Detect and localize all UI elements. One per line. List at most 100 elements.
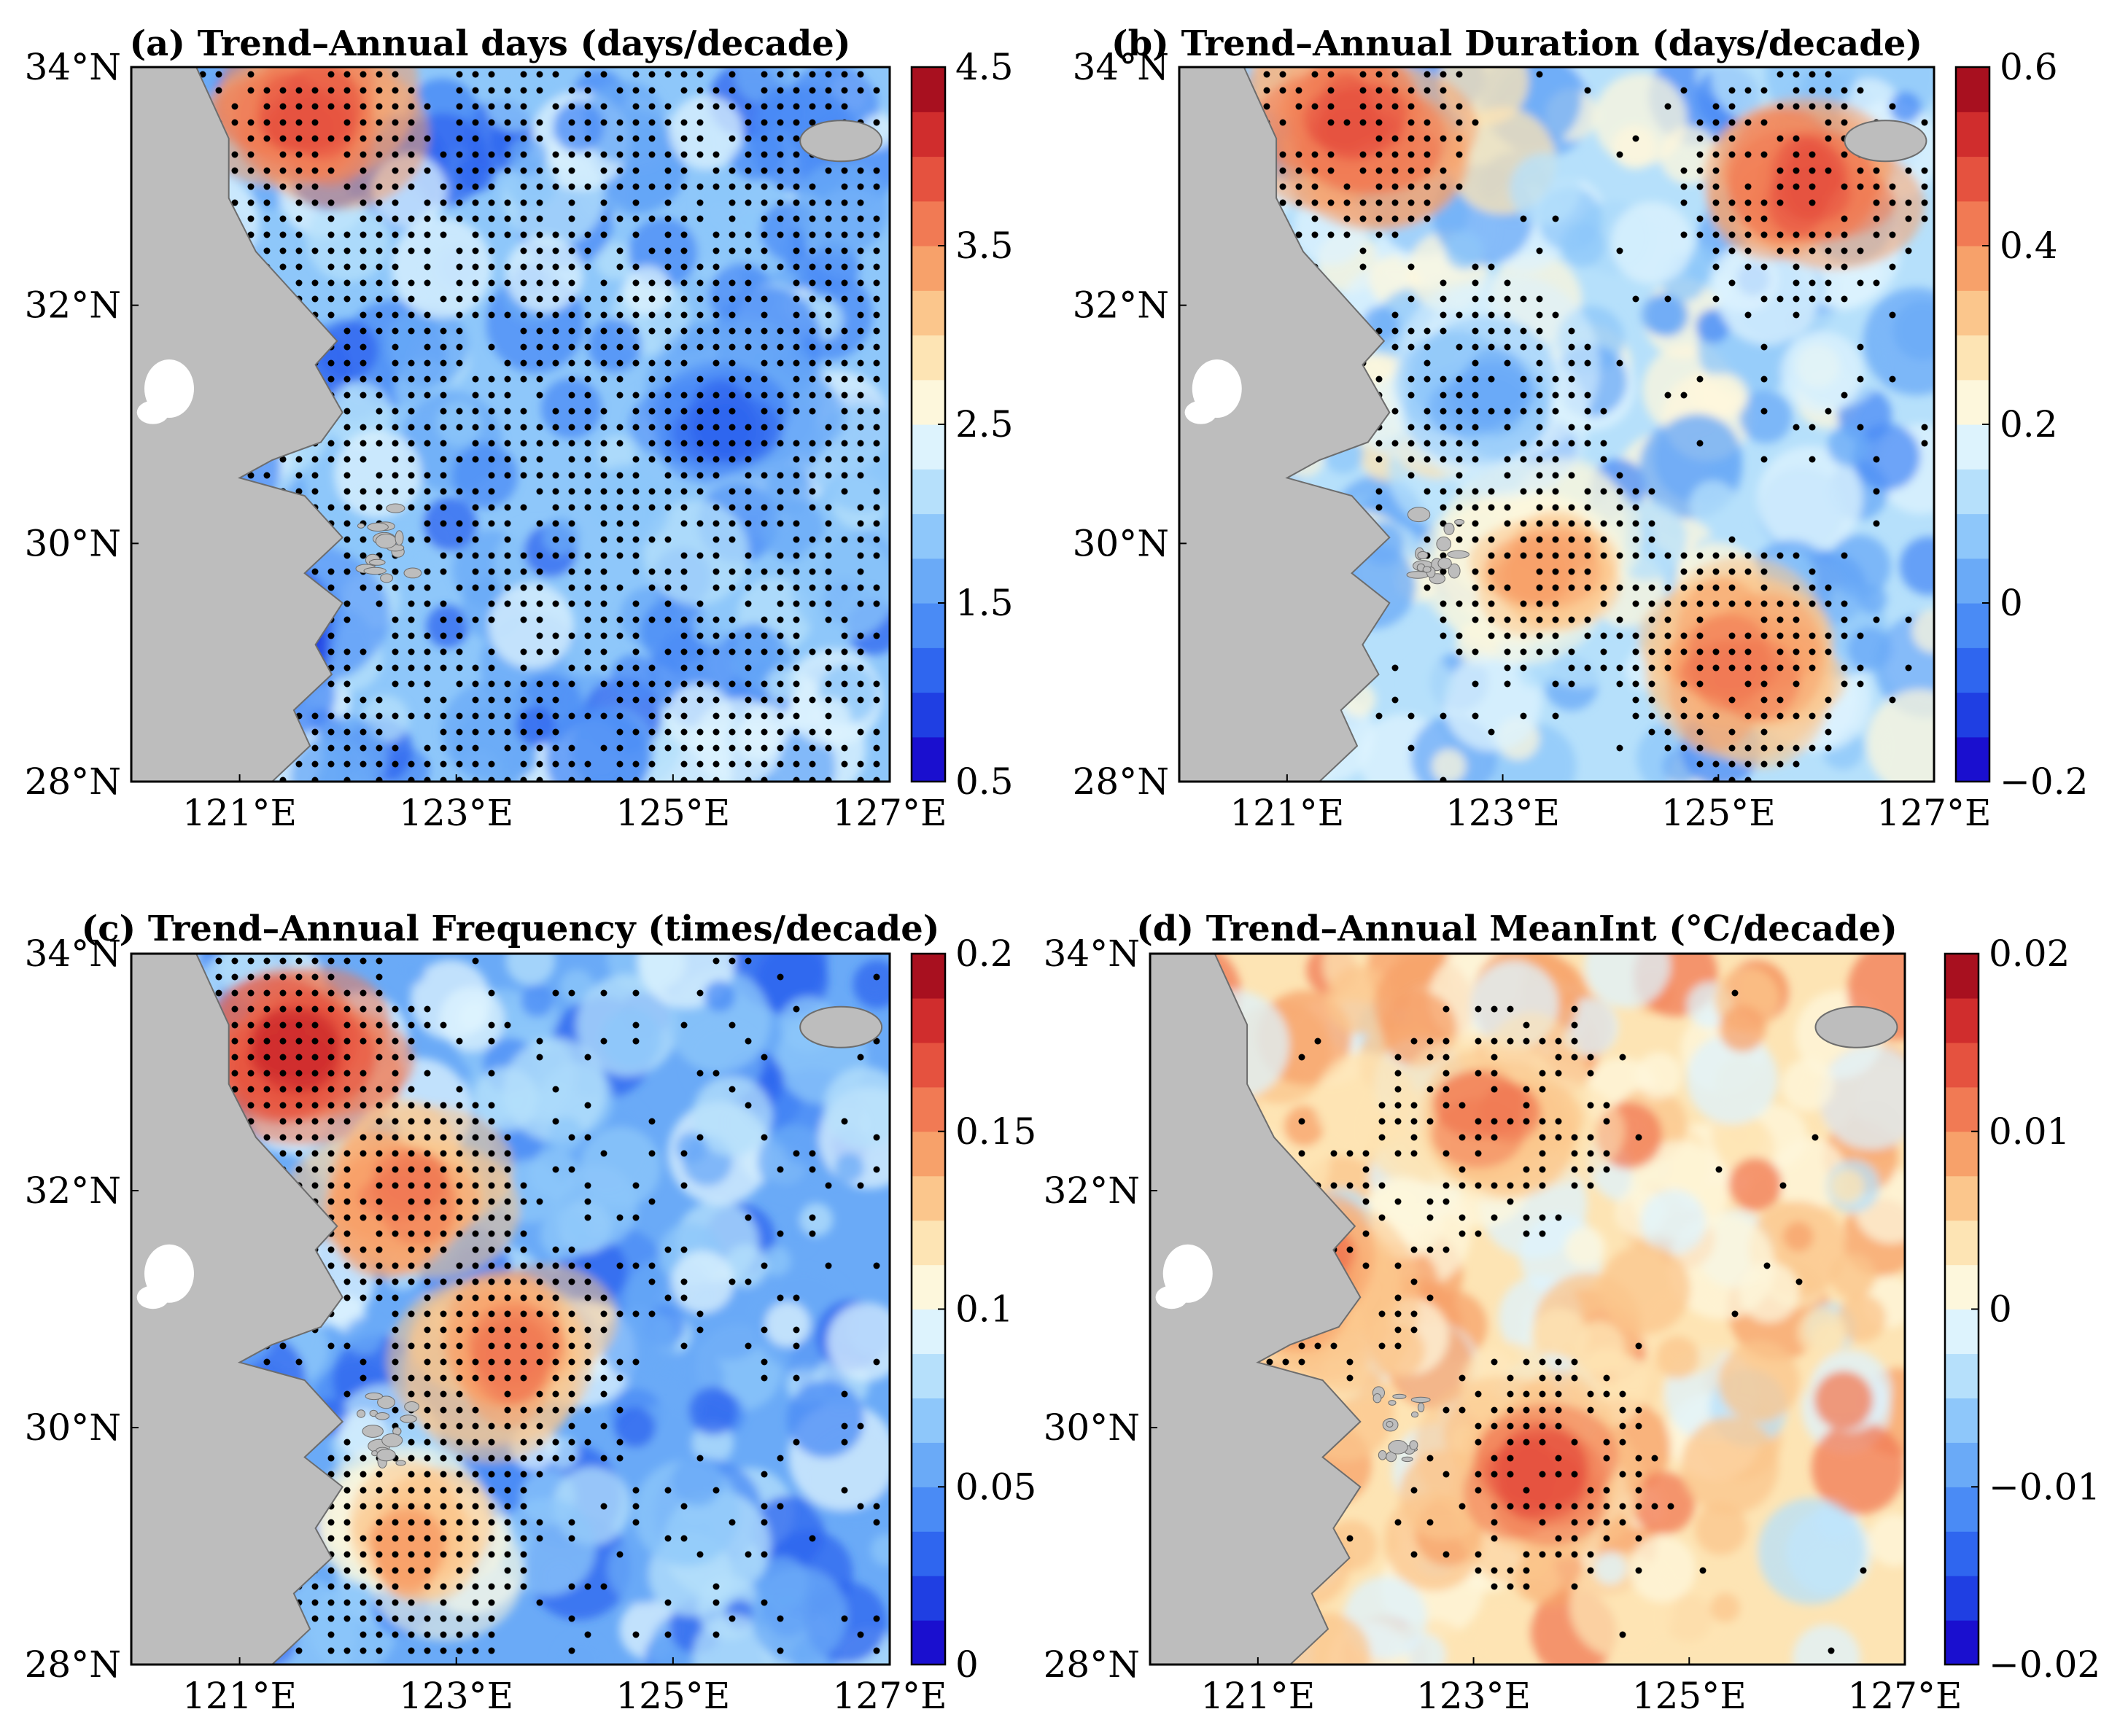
stipple-dot (360, 957, 367, 965)
stipple-dot (1760, 712, 1768, 720)
stipple-dot (520, 1198, 527, 1205)
stipple-dot (729, 744, 736, 752)
stipple-dot (600, 648, 607, 655)
stipple-dot (648, 295, 656, 303)
stipple-dot (408, 279, 415, 287)
colorbar-swatch (912, 1620, 945, 1665)
stipple-dot (424, 1278, 431, 1285)
stipple-dot (1298, 1150, 1305, 1157)
stipple-dot (793, 1150, 800, 1157)
stipple-dot (1873, 231, 1880, 238)
stipple-dot (616, 520, 624, 527)
stipple-dot (1410, 1134, 1418, 1141)
stipple-dot (1696, 440, 1704, 447)
stipple-dot (745, 472, 752, 479)
stipple-dot (327, 263, 335, 270)
stipple-dot (696, 1070, 704, 1077)
stipple-dot (1777, 552, 1784, 559)
stipple-dot (424, 1326, 431, 1334)
jeju-island (1844, 120, 1927, 163)
stipple-dot (1632, 680, 1639, 688)
stipple-dot (1362, 1262, 1370, 1269)
stipple-dot (456, 1487, 463, 1494)
stipple-dot (745, 424, 752, 431)
stipple-dot (1696, 648, 1704, 655)
stipple-dot (1407, 215, 1415, 222)
stipple-dot (456, 183, 463, 190)
stipple-dot (1362, 1198, 1370, 1205)
stipple-dot (376, 744, 383, 752)
stipple-dot (472, 744, 479, 752)
stipple-dot (488, 520, 495, 527)
stipple-dot (456, 1150, 463, 1157)
stipple-dot (761, 151, 768, 158)
stipple-dot (873, 1615, 880, 1622)
stipple-dot (520, 119, 527, 126)
stipple-dot (360, 103, 367, 110)
colorbar-tick-label: 0.05 (955, 1466, 1036, 1508)
stipple-dot (504, 456, 511, 463)
stipple-dot (873, 327, 880, 335)
stipple-dot (1809, 231, 1816, 238)
stipple-dot (311, 87, 319, 94)
stipple-dot (1378, 1134, 1386, 1141)
stipple-dot (520, 1422, 527, 1430)
stipple-dot (1359, 151, 1367, 158)
stipple-dot (295, 151, 303, 158)
stipple-dot (825, 295, 832, 303)
stipple-dot (745, 696, 752, 704)
colorbar-swatch (1956, 156, 1989, 202)
stipple-dot (376, 1102, 383, 1109)
stipple-dot (424, 1070, 431, 1077)
stipple-dot (1314, 1038, 1321, 1045)
stipple-dot (440, 664, 447, 672)
stipple-dot (793, 199, 800, 206)
stipple-dot (327, 231, 335, 238)
stipple-dot (392, 408, 399, 415)
stipple-dot (600, 632, 607, 639)
stipple-dot (520, 215, 527, 222)
stipple-dot (552, 1278, 559, 1285)
stipple-dot (472, 1118, 479, 1125)
stipple-dot (632, 552, 640, 559)
stipple-dot (343, 1647, 351, 1654)
stipple-dot (376, 1278, 383, 1285)
stipple-dot (1793, 183, 1800, 190)
stipple-dot (729, 1278, 736, 1285)
stipple-dot (600, 504, 607, 511)
stipple-dot (456, 536, 463, 543)
stipple-dot (311, 295, 319, 303)
stipple-dot (536, 440, 543, 447)
stipple-dot (504, 696, 511, 704)
stipple-dot (360, 424, 367, 431)
stipple-dot (456, 167, 463, 174)
stipple-dot (456, 311, 463, 319)
stipple-dot (1728, 632, 1736, 639)
stipple-dot (713, 1487, 720, 1494)
stipple-dot (1680, 552, 1688, 559)
field-patch (291, 736, 373, 782)
stipple-dot (552, 359, 559, 367)
stipple-dot (440, 1214, 447, 1221)
stipple-dot (424, 568, 431, 575)
stipple-dot (279, 87, 287, 94)
stipple-dot (279, 776, 287, 782)
stipple-dot (360, 536, 367, 543)
stipple-dot (825, 1182, 832, 1189)
stipple-dot (793, 744, 800, 752)
stipple-dot (520, 408, 527, 415)
stipple-dot (793, 680, 800, 688)
stipple-dot (327, 135, 335, 142)
stipple-dot (600, 231, 607, 238)
stipple-dot (311, 488, 319, 495)
stipple-dot (376, 488, 383, 495)
stipple-dot (616, 167, 624, 174)
stipple-dot (504, 1471, 511, 1478)
stipple-dot (809, 504, 816, 511)
stipple-dot (777, 424, 784, 431)
stipple-dot (584, 151, 591, 158)
stipple-dot (761, 440, 768, 447)
stipple-dot (761, 1503, 768, 1510)
stipple-dot (279, 973, 287, 981)
